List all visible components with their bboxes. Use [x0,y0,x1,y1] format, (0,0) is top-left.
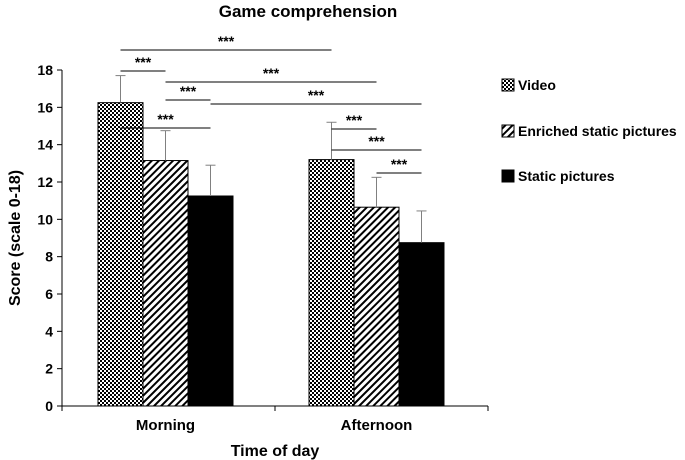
legend-label: Video [518,77,556,93]
legend-swatch [501,169,515,183]
y-axis-title: Score (scale 0-18) [7,170,24,306]
bar-static-pictures-afternoon [398,242,445,407]
bar-video-morning [97,102,144,407]
legend-swatch [501,124,515,138]
y-tick-label: 4 [45,323,53,339]
significance-label: *** [180,83,197,99]
y-tick-label: 0 [45,398,53,414]
axes-group [61,70,489,411]
legend-label: Enriched static pictures [518,123,677,139]
y-tick-label: 12 [37,174,53,190]
y-axis: 0 2 4 6 8 10 12 14 16 18 [37,62,62,414]
y-tick-label: 2 [45,361,53,377]
y-tick-label: 10 [37,211,53,227]
legend: Video Enriched static pictures Static pict… [501,77,677,184]
y-tick-label: 18 [37,62,53,78]
bar-enriched-static-pictures-afternoon [353,206,400,407]
error-bars-group [115,75,427,243]
significance-label: *** [263,65,280,81]
significance-group: *** *** *** *** *** *** *** *** *** [120,33,422,174]
y-tick-label: 6 [45,286,53,302]
chart-title: Game comprehension [219,2,398,21]
bar-video-afternoon [308,159,355,407]
bar-static-pictures-morning [187,195,234,407]
bar-enriched-static-pictures-morning [142,160,189,407]
significance-label: *** [346,112,363,128]
legend-label: Static pictures [518,168,615,184]
x-tick-label: Morning [136,417,195,434]
category-labels: Morning Afternoon [136,417,412,434]
significance-label: *** [308,87,325,103]
x-axis-title: Time of day [231,443,320,460]
significance-label: *** [391,156,408,172]
significance-label: *** [218,33,235,49]
y-tick-label: 8 [45,249,53,265]
significance-label: *** [135,54,152,70]
bars-group [97,102,445,407]
legend-swatch [501,78,515,92]
significance-label: *** [368,133,385,149]
significance-label: *** [157,111,174,127]
x-tick-label: Afternoon [341,417,413,434]
y-tick-label: 16 [37,99,53,115]
y-tick-label: 14 [37,137,53,153]
